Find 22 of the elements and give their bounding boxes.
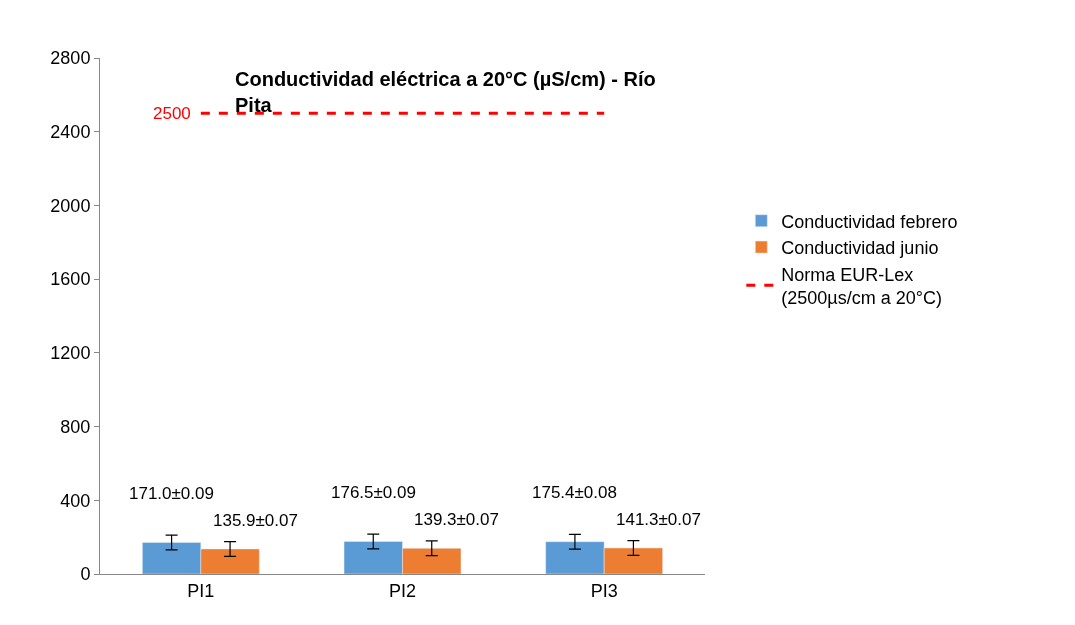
x-tick-label: PI1 (187, 580, 215, 601)
data-label: 139.3±0.07 (414, 510, 499, 529)
data-label: 176.5±0.09 (331, 483, 416, 502)
text: Conductividad eléctrica a 20°C (µS/cm) - Río Pita (235, 68, 656, 116)
y-tick-label: 800 (60, 416, 91, 437)
x-tick-label: PI2 (388, 580, 417, 601)
y-tick-label: 2400 (50, 122, 91, 143)
data-label: 141.3±0.07 (616, 510, 701, 529)
y-tick-label: 2000 (50, 195, 91, 216)
legend-label: Conductividad febrero (781, 211, 958, 232)
x-tick-label: PI3 (590, 580, 618, 601)
y-tick-label: 1200 (50, 343, 91, 364)
data-label: 175.4±0.08 (532, 483, 617, 502)
y-tick-label: 400 (60, 490, 91, 511)
y-tick-label: 2800 (50, 48, 91, 69)
legend-label: Conductividad junio (781, 238, 939, 259)
legend-label: Norma EUR-Lex (2500µs/cm a 20°C) (781, 264, 942, 308)
data-label: 171.0±0.09 (129, 484, 214, 503)
y-tick-label: 0 (80, 564, 91, 585)
data-label: 2500 (153, 104, 191, 123)
data-label: 135.9±0.07 (213, 511, 298, 530)
y-tick-label: 1600 (50, 269, 91, 290)
